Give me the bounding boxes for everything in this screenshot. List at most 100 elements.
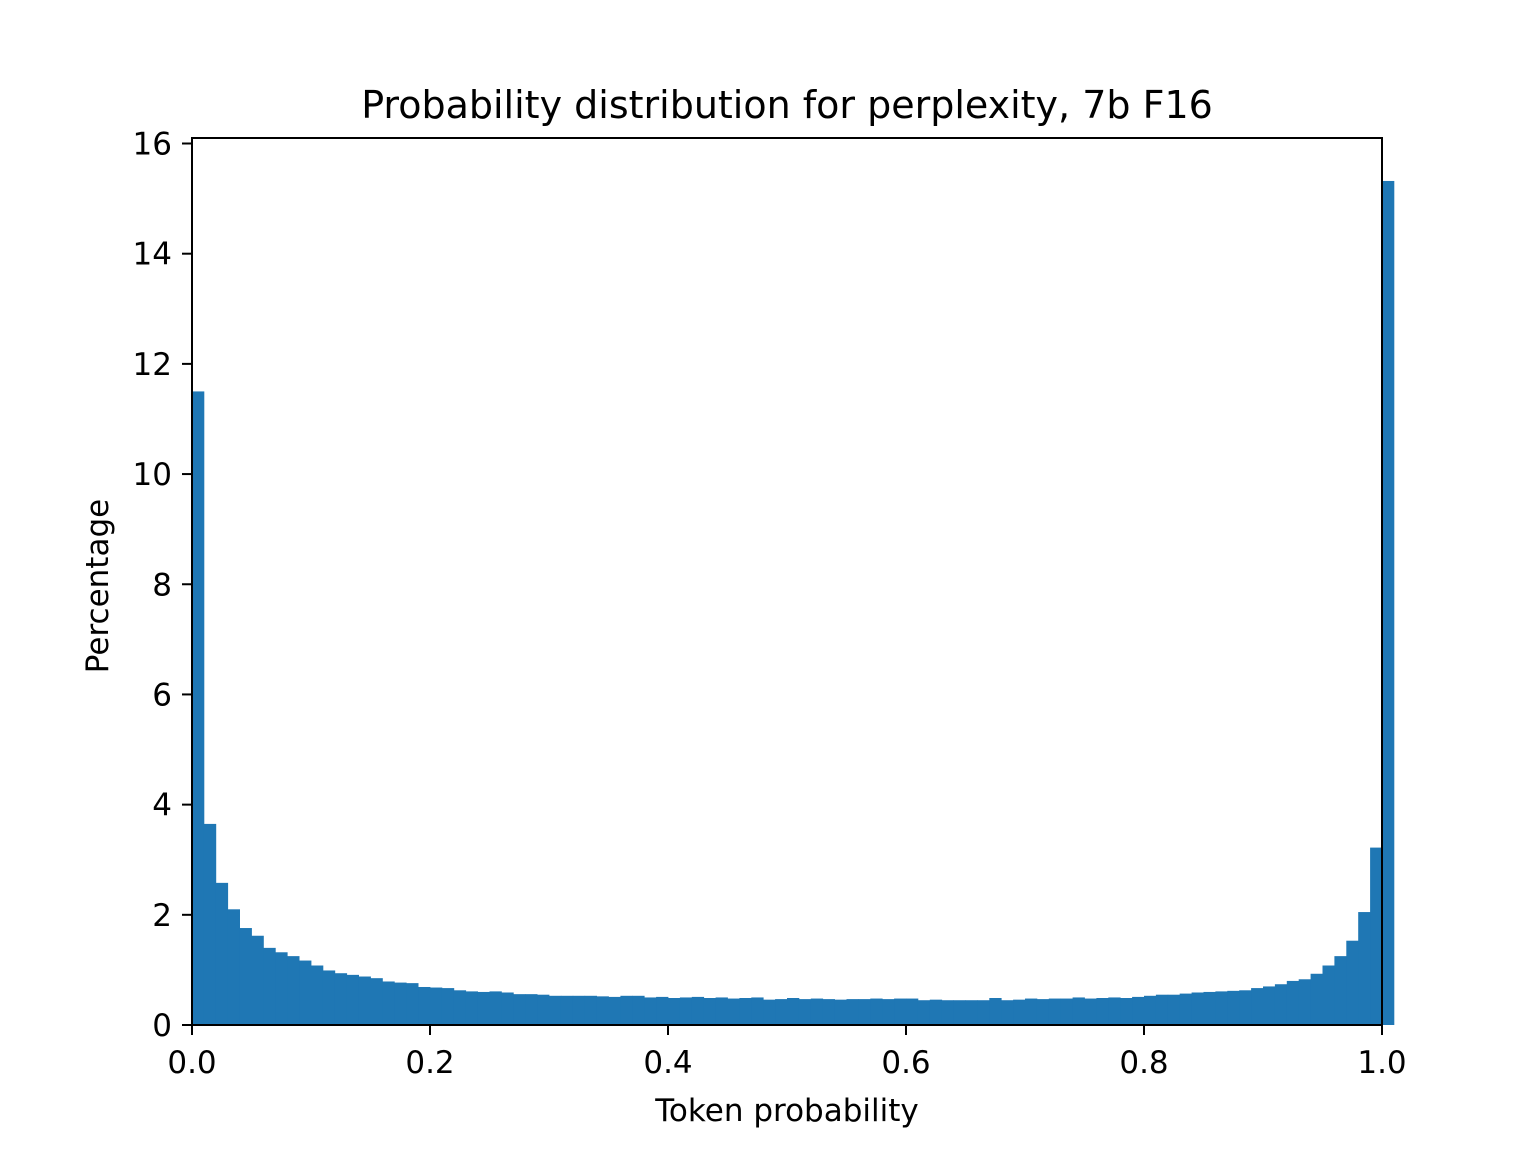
histogram-bar <box>1144 995 1157 1025</box>
histogram-bar <box>977 1000 990 1025</box>
histogram-bar <box>1334 956 1347 1025</box>
histogram-bar <box>1167 994 1181 1025</box>
histogram-bar <box>632 995 645 1025</box>
histogram-bar <box>1215 991 1228 1025</box>
histogram-bar <box>798 999 812 1025</box>
histogram-bar <box>584 995 597 1025</box>
x-tick-label: 0.2 <box>405 1045 454 1081</box>
y-tick-label: 8 <box>152 567 172 603</box>
chart-title: Probability distribution for perplexity,… <box>361 83 1213 127</box>
histogram-bar <box>418 986 431 1025</box>
histogram-bar <box>453 990 467 1025</box>
histogram-bar <box>251 935 264 1025</box>
x-tick-label: 1.0 <box>1357 1045 1406 1081</box>
bars-group <box>192 180 1395 1026</box>
histogram-bar <box>1298 979 1311 1025</box>
histogram-bar <box>1286 980 1300 1025</box>
histogram-bar <box>299 960 312 1025</box>
histogram-bar <box>1251 988 1264 1025</box>
histogram-bar <box>1346 940 1359 1025</box>
histogram-bar <box>430 987 443 1025</box>
histogram-bar <box>929 999 943 1025</box>
x-axis-label: Token probability <box>654 1093 918 1129</box>
histogram-bar <box>1322 965 1335 1025</box>
histogram-bar <box>965 1000 978 1025</box>
histogram-bar <box>989 998 1002 1025</box>
histogram-bar <box>560 995 574 1025</box>
histogram-bar <box>275 952 288 1025</box>
histogram-bar <box>644 997 657 1025</box>
histogram-bar <box>775 999 788 1025</box>
histogram-bar <box>1096 998 1109 1025</box>
histogram-bar <box>679 997 693 1025</box>
histogram-bar <box>572 995 586 1025</box>
histogram-bar <box>1084 998 1097 1025</box>
histogram-bar <box>192 391 205 1025</box>
histogram-bar <box>1203 991 1216 1025</box>
histogram-bar <box>1132 996 1145 1025</box>
histogram-bar <box>739 998 752 1025</box>
y-tick-label: 6 <box>152 677 172 713</box>
histogram-bar <box>465 991 478 1025</box>
y-tick-label: 14 <box>133 237 172 273</box>
histogram-bar <box>953 1000 966 1025</box>
histogram-bar <box>1263 986 1276 1025</box>
histogram-bar <box>882 999 895 1025</box>
histogram-bar <box>763 999 776 1025</box>
histogram-bar <box>1120 998 1133 1025</box>
histogram-bar <box>1108 997 1121 1025</box>
histogram-bar <box>1013 999 1026 1025</box>
plot-frame <box>191 137 1383 1026</box>
histogram-bar <box>822 999 835 1025</box>
histogram-bar <box>1048 998 1062 1025</box>
histogram-bar <box>715 997 728 1025</box>
histogram-bar <box>239 928 252 1025</box>
y-tick-label: 12 <box>133 347 172 383</box>
histogram-bar <box>489 991 502 1025</box>
histogram-bar <box>596 996 609 1025</box>
x-tick-label: 0.0 <box>167 1045 216 1081</box>
histogram-bar <box>668 998 681 1025</box>
histogram-bar <box>656 996 669 1025</box>
histogram-bar <box>751 997 764 1025</box>
histogram-bar <box>501 992 514 1025</box>
histogram-bar <box>203 823 217 1025</box>
histogram-bar <box>1239 990 1252 1025</box>
y-tick-label: 2 <box>152 898 172 934</box>
y-tick-label: 16 <box>133 127 172 163</box>
histogram-bar <box>263 947 276 1025</box>
histogram-bar <box>858 999 871 1025</box>
x-tick-label: 0.4 <box>643 1045 692 1081</box>
histogram-bar <box>406 983 419 1025</box>
histogram-bar <box>322 970 336 1025</box>
histogram-bar <box>834 999 847 1025</box>
histogram-bar <box>311 965 324 1025</box>
histogram-bar <box>334 973 348 1025</box>
histogram-bar <box>691 996 705 1025</box>
histogram-bar <box>846 999 859 1025</box>
histogram-bar <box>906 998 919 1025</box>
histogram-bar <box>1191 992 1204 1025</box>
histogram-bar <box>1274 984 1288 1025</box>
histogram-bar <box>787 998 800 1025</box>
y-tick-label: 4 <box>152 788 172 824</box>
histogram-bar <box>394 982 407 1025</box>
histogram-bar <box>1060 998 1073 1025</box>
histogram-bar <box>287 956 300 1025</box>
histogram-bar <box>608 996 621 1025</box>
x-axis-ticks: 0.0 0.2 0.4 0.6 0.8 1.0 <box>167 1025 1407 1081</box>
histogram-bar <box>370 978 383 1025</box>
y-tick-label: 0 <box>152 1008 172 1044</box>
histogram-bar <box>727 998 740 1025</box>
histogram-bar <box>1001 1000 1014 1025</box>
histogram-bar <box>215 882 229 1025</box>
histogram-bar <box>810 998 824 1025</box>
histogram-bar <box>441 988 455 1025</box>
histogram-bar <box>703 998 716 1025</box>
histogram-bar <box>1227 990 1240 1025</box>
histogram-bar <box>525 994 538 1025</box>
histogram-bar <box>1382 180 1395 1026</box>
y-axis-ticks: 0 2 4 6 8 10 12 14 16 <box>133 127 192 1044</box>
x-tick-label: 0.6 <box>881 1045 930 1081</box>
